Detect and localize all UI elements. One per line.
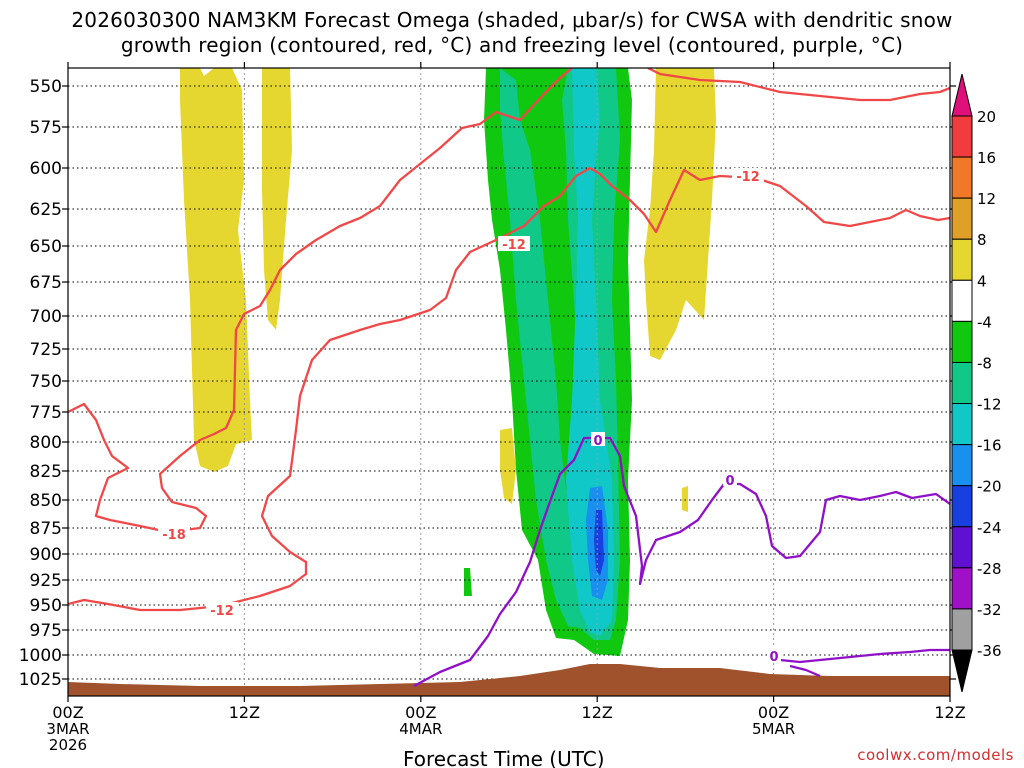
- contour-label-bg: [498, 236, 530, 251]
- credit-text: coolwx.com/models: [857, 746, 1014, 764]
- x-tick-year-label: 2026: [49, 736, 87, 754]
- omega-positive-spot: [500, 428, 516, 504]
- x-tick-label: 00Z: [52, 703, 83, 722]
- chart-title-line-1: 2026030300 NAM3KM Forecast Omega (shaded…: [71, 8, 953, 32]
- y-tick-label: 550: [30, 77, 62, 97]
- y-tick-label: 1000: [19, 646, 62, 666]
- contour-label-bg: [732, 168, 764, 183]
- colorbar-swatch: [951, 444, 973, 487]
- y-tick-label: 825: [30, 462, 62, 482]
- freezing-level-contour: [769, 648, 950, 664]
- dendritic-contour-label: -18: [162, 528, 186, 543]
- y-tick-label: 700: [30, 307, 62, 327]
- y-tick-label: 675: [30, 273, 62, 293]
- colorbar-label: -36: [977, 642, 1002, 660]
- y-tick-label: 775: [30, 403, 62, 423]
- freezing-contour-label: 0: [725, 474, 734, 489]
- colorbar-swatch: [951, 608, 973, 651]
- dendritic-contour-label: -12: [502, 238, 526, 253]
- omega-positive-region-east: [644, 68, 716, 360]
- dendritic-contour: [68, 68, 573, 534]
- colorbar-swatch: [951, 197, 973, 240]
- x-tick-label: 12Z: [582, 703, 613, 722]
- colorbar-bottom-arrow: [951, 649, 973, 693]
- colorbar-label: 16: [977, 149, 996, 167]
- colorbar-swatch: [951, 156, 973, 199]
- y-tick-label: 800: [30, 433, 62, 453]
- x-tick-date-label: 3MAR: [46, 720, 89, 738]
- contour-label-bg: [723, 472, 737, 486]
- y-tick-label: 725: [30, 340, 62, 360]
- colorbar-label: -4: [977, 313, 992, 331]
- y-tick-label: 850: [30, 491, 62, 511]
- omega-weak-negative-spot: [464, 568, 472, 596]
- y-tick-label: 950: [30, 596, 62, 616]
- colorbar-label: 20: [977, 108, 996, 126]
- colorbar-label: -32: [977, 601, 1002, 619]
- colorbar-swatch: [951, 279, 973, 322]
- contour-label-bg: [158, 526, 190, 541]
- colorbar-label: -24: [977, 519, 1002, 537]
- y-tick-label: 750: [30, 372, 62, 392]
- colorbar-swatch: [951, 361, 973, 405]
- y-tick-label: 1025: [19, 670, 62, 690]
- y-tick-label: 900: [30, 545, 62, 565]
- omega-positive-region-west-b: [262, 68, 292, 330]
- colorbar-top-arrow: [951, 73, 973, 117]
- x-tick-label: 12Z: [934, 703, 965, 722]
- freezing-contour-label: 0: [593, 434, 602, 449]
- omega-core-negative-region: [594, 510, 604, 576]
- colorbar-swatch: [951, 115, 973, 158]
- x-tick-label: 00Z: [405, 703, 436, 722]
- dendritic-contour-label: -12: [736, 170, 760, 185]
- colorbar-swatch: [951, 320, 973, 363]
- dendritic-contour: [647, 68, 950, 102]
- freezing-level-contour: [789, 664, 821, 678]
- contour-label-bg: [591, 432, 605, 446]
- y-tick-label: 575: [30, 118, 62, 138]
- y-tick-label: 975: [30, 621, 62, 641]
- y-tick-label: 625: [30, 200, 62, 220]
- colorbar-swatch: [951, 485, 973, 528]
- colorbar-swatch: [951, 238, 973, 281]
- x-tick-date-label: 5MAR: [752, 720, 795, 738]
- contour-label-bg: [767, 648, 781, 662]
- freezing-level-contour: [413, 436, 950, 688]
- x-tick-label: 00Z: [758, 703, 789, 722]
- colorbar-label: 8: [977, 231, 987, 249]
- colorbar-label: 4: [977, 272, 987, 290]
- y-tick-label: 925: [30, 571, 62, 591]
- colorbar-label: 12: [977, 190, 996, 208]
- y-tick-label: 650: [30, 237, 62, 257]
- y-tick-label: 600: [30, 159, 62, 179]
- chart-title-line-2: growth region (contoured, red, °C) and f…: [120, 33, 904, 57]
- freezing-contour-label: 0: [769, 650, 778, 665]
- plot-frame: [67, 67, 951, 697]
- omega-positive-spot-b: [682, 486, 688, 512]
- contour-label-bg: [206, 602, 238, 617]
- colorbar-label: -8: [977, 354, 992, 372]
- dendritic-contour-label: -12: [210, 604, 234, 619]
- colorbar-swatch: [951, 403, 973, 446]
- x-tick-date-label: 4MAR: [399, 720, 442, 738]
- colorbar-label: -20: [977, 478, 1002, 496]
- colorbar-swatch: [951, 526, 973, 569]
- y-tick-label: 875: [30, 519, 62, 539]
- colorbar-swatch: [951, 567, 973, 610]
- dendritic-contour: [68, 166, 950, 612]
- x-axis-title: Forecast Time (UTC): [403, 747, 605, 768]
- terrain-fill: [68, 664, 950, 696]
- colorbar-label: -12: [977, 396, 1002, 414]
- colorbar-label: -28: [977, 560, 1002, 578]
- x-tick-label: 12Z: [229, 703, 260, 722]
- colorbar-label: -16: [977, 437, 1002, 455]
